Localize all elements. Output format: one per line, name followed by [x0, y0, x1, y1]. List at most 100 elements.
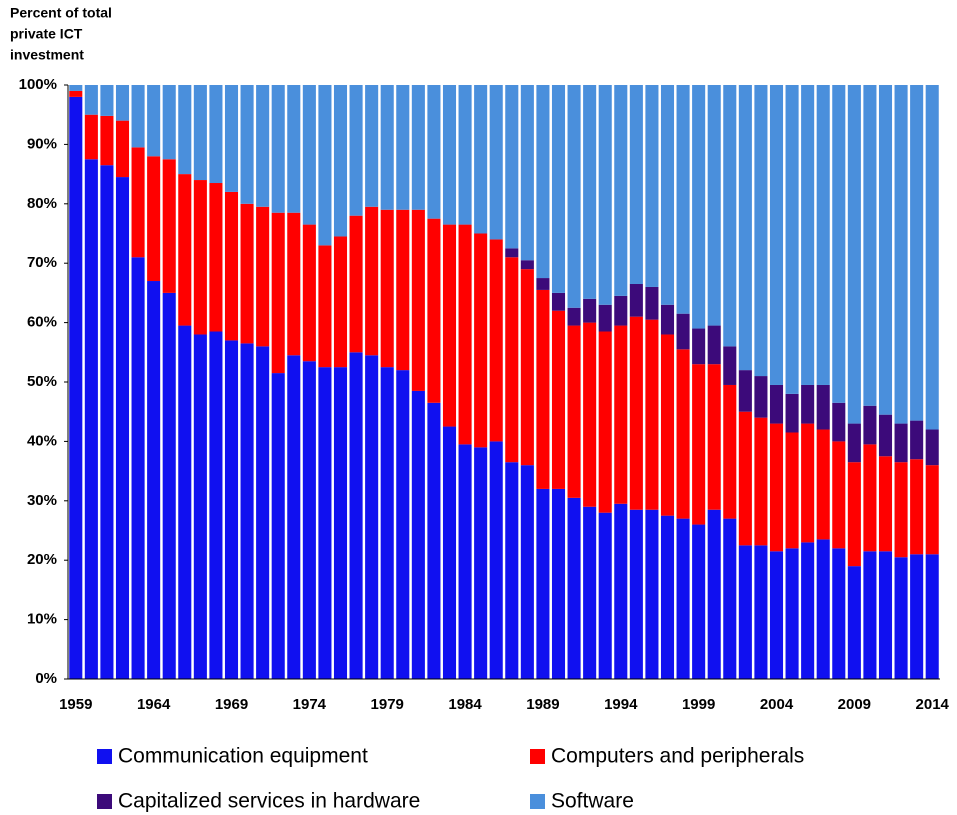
- bar-segment: [629, 509, 643, 679]
- x-tick-label: 2009: [838, 696, 871, 713]
- bar-segment: [754, 376, 768, 418]
- bar-segment: [692, 85, 706, 329]
- bar-segment: [645, 319, 659, 510]
- y-tick-label: 0%: [35, 670, 57, 687]
- y-tick-label: 60%: [27, 314, 57, 331]
- bar-segment: [396, 370, 410, 679]
- bar-segment: [193, 180, 207, 335]
- y-tick-label: 100%: [19, 76, 57, 93]
- bar-segment: [863, 444, 877, 552]
- bar-segment: [411, 390, 425, 679]
- bar-segment: [427, 402, 441, 679]
- bar-segment: [427, 85, 441, 219]
- bar-segment: [536, 278, 550, 290]
- bar-segment: [738, 370, 752, 412]
- y-axis-title: private ICT: [10, 26, 83, 42]
- bar-segment: [754, 417, 768, 546]
- bar-segment: [209, 331, 223, 679]
- bar-segment: [707, 364, 721, 510]
- bar-segment: [536, 488, 550, 679]
- bar-segment: [84, 114, 98, 160]
- bar-segment: [318, 245, 332, 368]
- legend-label: Capitalized services in hardware: [118, 790, 420, 813]
- bar-segment: [333, 367, 348, 679]
- bar-segment: [894, 423, 908, 463]
- legend-swatch: [530, 749, 545, 764]
- bar-segment: [474, 85, 488, 234]
- bar-segment: [489, 85, 503, 240]
- bar-segment: [240, 203, 254, 344]
- bar-segment: [583, 322, 597, 507]
- bar-segment: [692, 524, 706, 679]
- bar-segment: [318, 85, 332, 246]
- bar-segment: [427, 218, 441, 403]
- bar-segment: [505, 85, 519, 249]
- bar-segment: [723, 384, 737, 519]
- bar-segment: [271, 373, 285, 679]
- bar-segment: [769, 85, 784, 385]
- y-axis-title: Percent of total: [10, 5, 112, 21]
- x-tick-label: 1989: [526, 696, 559, 713]
- bar-segment: [567, 307, 581, 326]
- bar-segment: [84, 85, 98, 115]
- y-tick-label: 90%: [27, 135, 57, 152]
- bar-segment: [645, 85, 659, 287]
- y-tick-label: 10%: [27, 611, 57, 628]
- bar-segment: [785, 393, 799, 433]
- bar-segment: [84, 159, 98, 679]
- bar-segment: [302, 361, 316, 679]
- bar-segment: [131, 147, 145, 258]
- bar-segment: [660, 334, 675, 516]
- bar-segment: [396, 85, 410, 210]
- bar-segment: [754, 545, 768, 679]
- bar-segment: [567, 325, 581, 498]
- bar-segment: [925, 429, 939, 466]
- bar-segment: [147, 281, 161, 679]
- bar-segment: [707, 509, 721, 679]
- bar-segment: [894, 462, 908, 558]
- bar-segment: [489, 441, 503, 679]
- bar-segment: [69, 90, 83, 97]
- x-tick-label: 1999: [682, 696, 715, 713]
- legend-label: Software: [551, 790, 634, 813]
- bar-segment: [224, 85, 239, 192]
- bar-segment: [411, 209, 425, 391]
- bar-segment: [520, 269, 534, 466]
- bar-segment: [583, 506, 597, 679]
- bar-segment: [551, 292, 566, 311]
- bar-segment: [551, 488, 566, 679]
- bar-segment: [738, 411, 752, 546]
- bar-segment: [832, 402, 846, 442]
- bar-segment: [816, 539, 830, 679]
- bar-segment: [660, 515, 675, 679]
- bar-segment: [302, 85, 316, 225]
- bar-segment: [863, 85, 877, 406]
- bar-segment: [801, 423, 815, 543]
- x-tick-label: 1974: [293, 696, 327, 713]
- bar-segment: [910, 459, 924, 555]
- bar-segment: [785, 548, 799, 679]
- bar-segment: [178, 85, 192, 175]
- bar-segment: [287, 85, 301, 213]
- bar-segment: [583, 85, 597, 299]
- bar-segment: [769, 384, 784, 424]
- y-tick-label: 20%: [27, 551, 57, 568]
- bar-segment: [723, 518, 737, 679]
- bar-segment: [676, 85, 690, 314]
- bar-segment: [240, 85, 254, 204]
- bar-segment: [801, 542, 815, 679]
- x-tick-label: 1964: [137, 696, 171, 713]
- bar-segment: [863, 551, 877, 679]
- bar-segment: [894, 85, 908, 424]
- bar-segment: [614, 295, 628, 326]
- bar-segment: [925, 465, 939, 555]
- x-tick-label: 1984: [448, 696, 482, 713]
- bar-segment: [863, 405, 877, 445]
- bar-segment: [131, 257, 145, 679]
- bar-segment: [147, 85, 161, 157]
- bar-segment: [692, 364, 706, 525]
- bar-segment: [878, 85, 893, 415]
- bar-segment: [910, 554, 924, 679]
- bar-segment: [598, 304, 612, 332]
- bar-segment: [832, 85, 846, 403]
